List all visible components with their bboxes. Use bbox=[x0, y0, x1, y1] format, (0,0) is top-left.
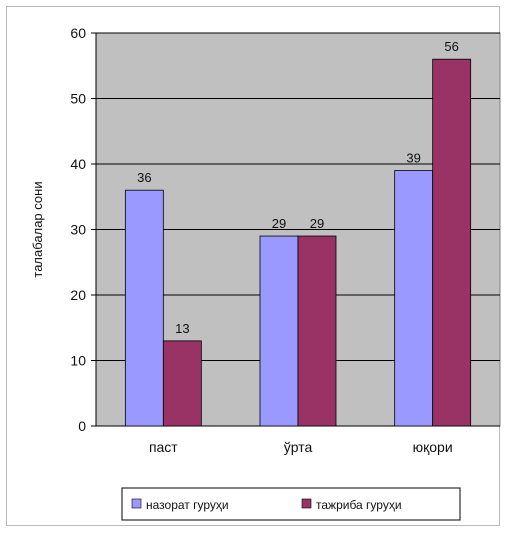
bar-series2 bbox=[432, 58, 472, 427]
bar-series1 bbox=[259, 235, 299, 427]
y-axis-ticks: 0 10 20 30 40 50 60 bbox=[70, 25, 97, 434]
bars bbox=[124, 58, 472, 427]
data-label: 56 bbox=[444, 39, 458, 54]
y-tick-label: 20 bbox=[70, 287, 86, 303]
category-labels: паст ўрта юқори bbox=[149, 439, 453, 455]
data-label: 29 bbox=[272, 216, 286, 231]
legend-swatch bbox=[301, 498, 312, 509]
bar-series2 bbox=[297, 235, 337, 427]
bar-series2 bbox=[162, 340, 202, 427]
data-label: 36 bbox=[137, 170, 151, 185]
data-label: 13 bbox=[175, 321, 189, 336]
y-axis-title: талабалар сони bbox=[30, 181, 45, 277]
legend: назорат гуруҳи тажриба гуруҳи bbox=[121, 487, 461, 521]
category-label: паст bbox=[149, 439, 178, 455]
category-label: юқори bbox=[413, 439, 453, 455]
data-label: 29 bbox=[310, 216, 324, 231]
legend-swatch bbox=[131, 498, 142, 509]
data-label: 39 bbox=[406, 151, 420, 166]
legend-box bbox=[121, 487, 461, 521]
category-label: ўрта bbox=[284, 439, 313, 455]
y-tick-label: 0 bbox=[78, 418, 86, 434]
y-tick-label: 30 bbox=[70, 222, 86, 238]
y-tick-label: 60 bbox=[70, 25, 86, 41]
bar-series1 bbox=[394, 170, 434, 427]
y-tick-label: 10 bbox=[70, 353, 86, 369]
bar-series1 bbox=[124, 189, 164, 427]
data-labels: 36 13 29 29 39 56 bbox=[137, 39, 459, 336]
legend-label: тажриба гуруҳи bbox=[316, 498, 402, 512]
y-tick-label: 40 bbox=[70, 156, 86, 172]
y-tick-label: 50 bbox=[70, 91, 86, 107]
legend-label: назорат гуруҳи bbox=[146, 498, 229, 512]
